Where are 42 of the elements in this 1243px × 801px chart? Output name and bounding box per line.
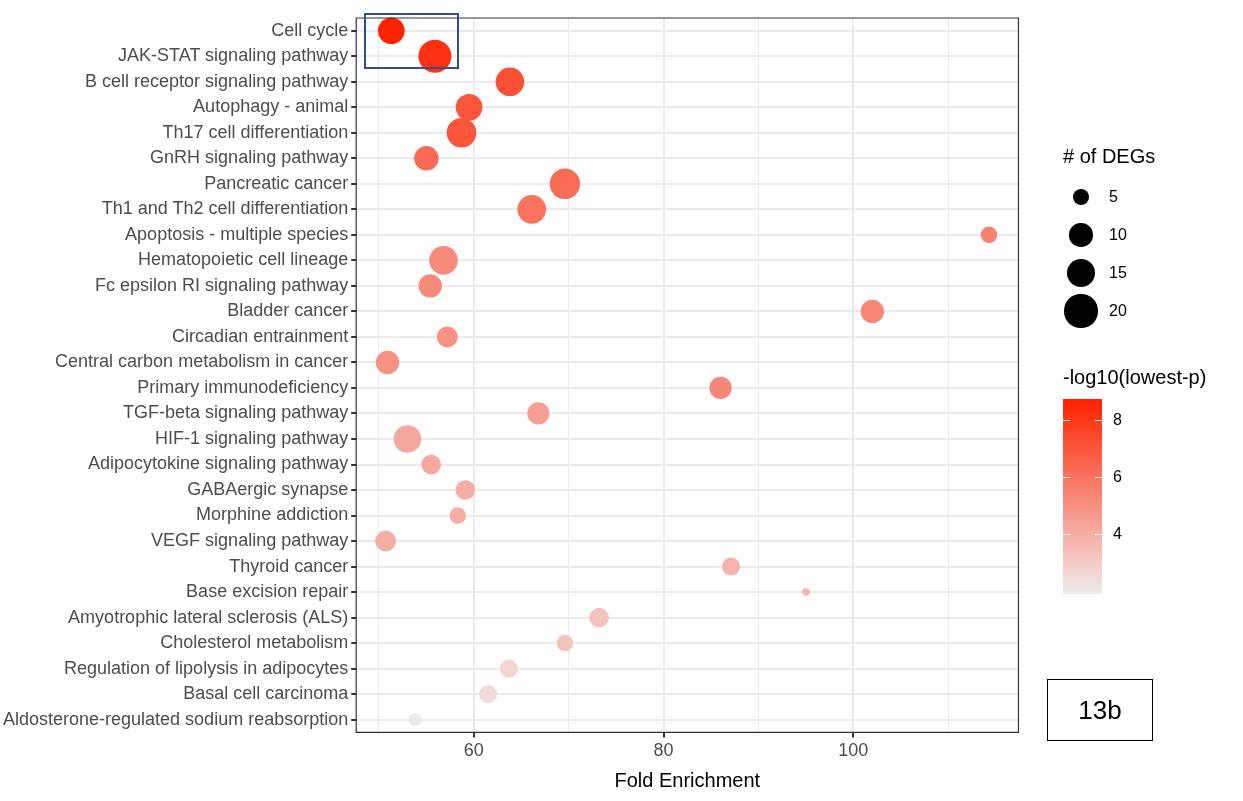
y-tick-label: Central carbon metabolism in cancer bbox=[55, 351, 349, 372]
y-tick-label: Adipocytokine signaling pathway bbox=[88, 453, 349, 474]
y-tick-label: Apoptosis - multiple species bbox=[125, 223, 349, 244]
y-tick-label: GnRH signaling pathway bbox=[150, 147, 349, 168]
y-tick-label: Circadian entrainment bbox=[172, 325, 349, 346]
legend-label: 15 bbox=[1109, 264, 1127, 282]
y-tick-label: Fc epsilon RI signaling pathway bbox=[95, 274, 349, 295]
y-tick-label: B cell receptor signaling pathway bbox=[85, 70, 349, 91]
color-bar-label: 8 bbox=[1113, 410, 1122, 431]
y-tick-label: Aldosterone-regulated sodium reabsorption bbox=[2, 708, 349, 729]
x-axis-title: Fold Enrichment bbox=[614, 768, 761, 791]
legend-label: 10 bbox=[1109, 226, 1127, 244]
x-tick-label: 100 bbox=[838, 740, 869, 761]
color-bar-label: 6 bbox=[1113, 467, 1122, 488]
y-tick-label: HIF-1 signaling pathway bbox=[155, 427, 349, 448]
y-tick-label: Primary immunodeficiency bbox=[137, 376, 349, 397]
y-tick-label: Hematopoietic cell lineage bbox=[138, 249, 349, 270]
y-tick-label: Cholesterol metabolism bbox=[160, 632, 349, 653]
y-tick-label: Autophagy - animal bbox=[193, 96, 349, 117]
y-tick-label: Amyotrophic lateral sclerosis (ALS) bbox=[68, 606, 349, 627]
y-tick-label: Cell cycle bbox=[271, 19, 349, 40]
legend-label: 5 bbox=[1109, 188, 1118, 206]
y-tick-label: Basal cell carcinoma bbox=[183, 683, 350, 704]
color-bar-title: -log10(lowest-p) bbox=[1063, 366, 1207, 389]
text: 13b bbox=[1047, 679, 1153, 741]
y-tick-label: Base excision repair bbox=[186, 581, 349, 602]
y-tick-label: JAK-STAT signaling pathway bbox=[118, 45, 349, 66]
legend-title: # of DEGs bbox=[1063, 145, 1157, 168]
y-tick-label: GABAergic synapse bbox=[187, 478, 349, 499]
x-tick-label: 60 bbox=[463, 740, 484, 761]
legend-label: 20 bbox=[1109, 302, 1127, 320]
x-tick-label: 80 bbox=[653, 740, 674, 761]
y-tick-label: Th1 and Th2 cell differentiation bbox=[101, 198, 349, 219]
color-bar-label: 4 bbox=[1113, 524, 1122, 545]
y-tick-label: TGF-beta signaling pathway bbox=[123, 402, 349, 423]
y-tick-label: Bladder cancer bbox=[227, 300, 349, 321]
y-tick-label: Th17 cell differentiation bbox=[162, 121, 349, 142]
y-tick-label: Morphine addiction bbox=[196, 504, 349, 525]
y-tick-label: Regulation of lipolysis in adipocytes bbox=[64, 657, 349, 678]
y-tick-label: Pancreatic cancer bbox=[204, 172, 349, 193]
y-tick-label: VEGF signaling pathway bbox=[151, 530, 349, 551]
y-tick-label: Thyroid cancer bbox=[229, 555, 349, 576]
